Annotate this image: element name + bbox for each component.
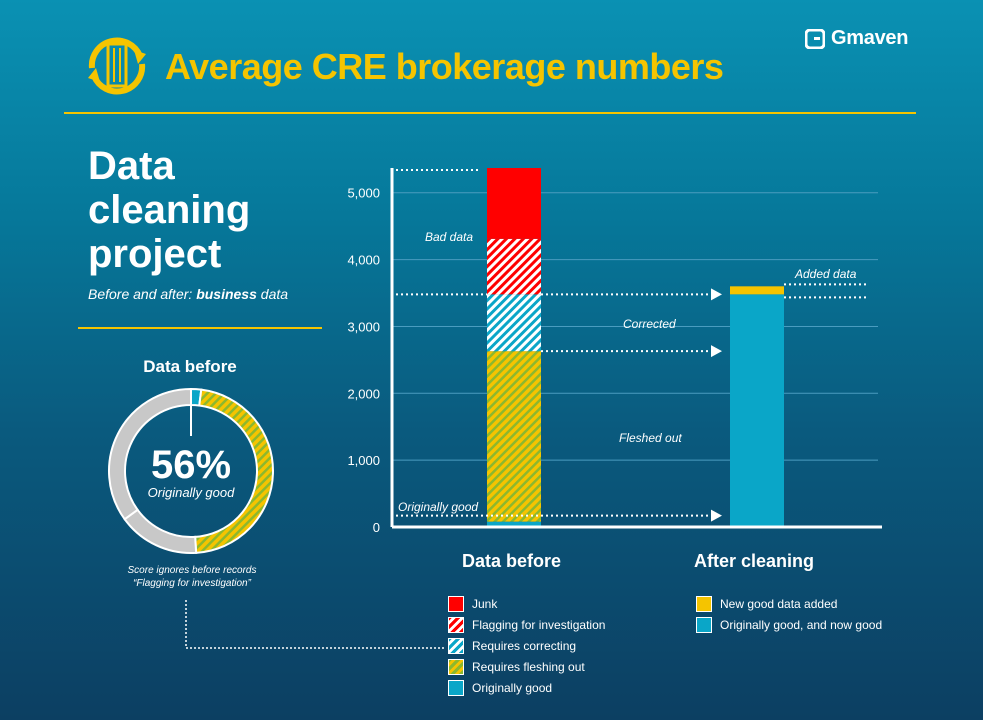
subtitle-suffix: data <box>260 286 289 302</box>
subtitle-emphasis: business <box>196 286 257 302</box>
page-title: Average CRE brokerage numbers <box>165 46 724 87</box>
building-cycle-icon <box>88 37 146 95</box>
legend-swatch <box>448 658 464 675</box>
brand-name: Gmaven <box>831 27 909 49</box>
gmaven-logo-icon <box>805 28 825 49</box>
left-divider <box>78 327 322 329</box>
donut-slice-junk <box>108 387 192 521</box>
bar-segment-requires-correcting <box>487 294 541 352</box>
y-tick-label: 5,000 <box>347 186 380 201</box>
donut-chart <box>108 387 274 554</box>
legend-label: Originally good <box>472 680 553 695</box>
legend-item-now-good: Originally good, and now good <box>696 614 882 635</box>
guide-arrow <box>711 509 722 522</box>
donut-heading: Data before <box>143 357 237 376</box>
y-tick-label: 4,000 <box>347 253 380 268</box>
legend-item-original: Originally good <box>448 677 605 698</box>
legend-label: Flagging for investigation <box>472 617 606 632</box>
legend-label: New good data added <box>720 596 838 611</box>
legend-swatch <box>448 595 464 612</box>
header-divider <box>64 112 916 114</box>
y-tick-label: 1,000 <box>347 453 380 468</box>
legend-item-correcting: Requires correcting <box>448 635 605 656</box>
bar-segment-flagging-for-investigation <box>487 238 541 295</box>
legend-label: Requires fleshing out <box>472 659 585 674</box>
annotation-fleshed-out: Fleshed out <box>619 431 682 445</box>
note-connector <box>185 600 446 649</box>
legend-label: Requires correcting <box>472 638 577 653</box>
legend-swatch <box>696 616 712 633</box>
bar-segment-requires-fleshing-out <box>487 351 541 522</box>
y-tick-label: 2,000 <box>347 386 380 401</box>
legend-before: Junk Flagging for investigation Requires… <box>448 593 605 698</box>
bar-segment-junk <box>487 168 541 239</box>
bar-segment-new-good-data-added <box>730 286 784 295</box>
brand-logo: Gmaven <box>805 27 908 50</box>
donut-note-line1: Score ignores before records <box>127 565 257 576</box>
bar-chart: 0 1,000 2,000 3,000 4,000 5,000 Bad data Adde… <box>347 168 882 535</box>
annotation-corrected: Corrected <box>623 317 676 331</box>
donut-slice-requires-correcting <box>123 508 198 554</box>
project-title: Data cleaning project <box>88 144 251 276</box>
legend-item-flagging: Flagging for investigation <box>448 614 605 635</box>
annotation-originally-good: Originally good <box>398 500 478 514</box>
subtitle-prefix: Before and after: <box>88 286 193 302</box>
y-tick-label: 0 <box>373 520 380 535</box>
legend-swatch <box>448 616 464 633</box>
category-label-before: Data before <box>462 551 562 571</box>
legend-swatch <box>448 637 464 654</box>
donut-percent: 56% <box>150 443 232 487</box>
y-tick-label: 3,000 <box>347 319 380 334</box>
bar-segment-originally-good <box>487 521 541 527</box>
project-subtitle: Before and after: business data <box>88 286 288 302</box>
bar-segment-originally-good-and-now-good <box>730 294 784 527</box>
legend-swatch <box>696 595 712 612</box>
legend-after: New good data added Originally good, and… <box>696 593 882 635</box>
guide-arrow <box>711 288 722 301</box>
legend-label: Originally good, and now good <box>720 617 883 632</box>
donut-label: Originally good <box>147 485 235 500</box>
legend-swatch <box>448 679 464 696</box>
legend-item-new-good: New good data added <box>696 593 882 614</box>
annotation-bad-data: Bad data <box>425 230 473 244</box>
donut-note-line2: “Flagging for investigation” <box>133 578 251 589</box>
annotation-added-data: Added data <box>794 267 857 281</box>
legend-label: Junk <box>472 596 498 611</box>
guide-arrow <box>711 345 722 358</box>
donut-note: Score ignores before records “Flagging f… <box>92 564 292 590</box>
legend-item-fleshing: Requires fleshing out <box>448 656 605 677</box>
legend-item-junk: Junk <box>448 593 605 614</box>
category-label-after: After cleaning <box>694 551 815 571</box>
